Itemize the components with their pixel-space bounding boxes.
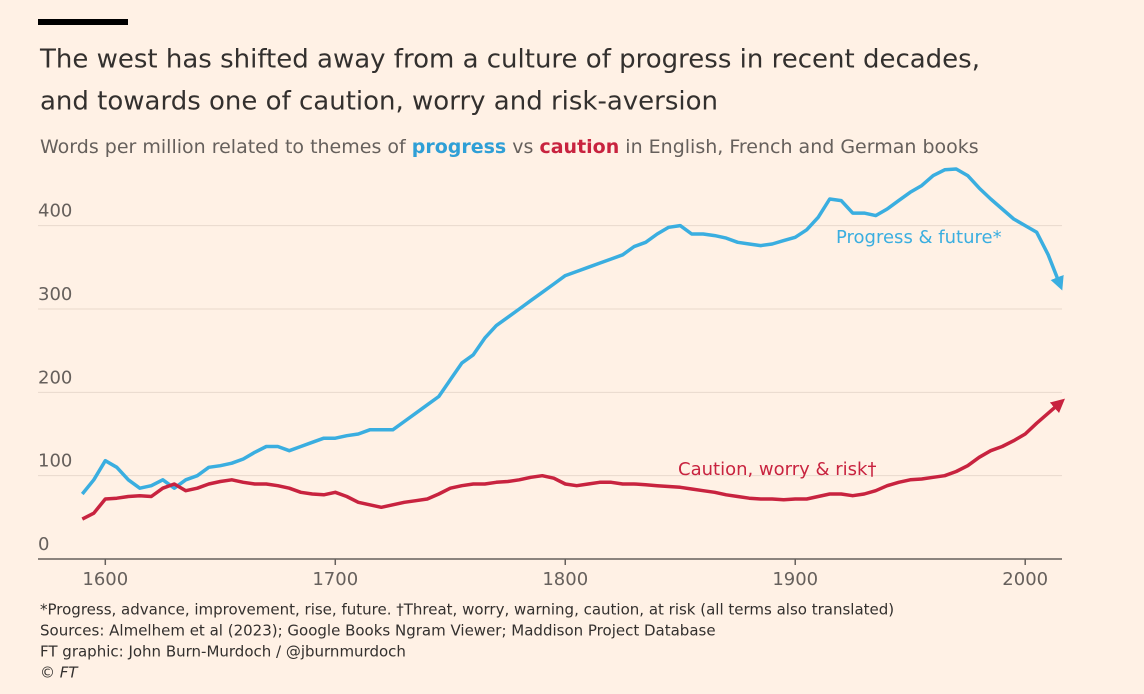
subtitle-part: in English, French and German books bbox=[619, 136, 978, 158]
subtitle-part: vs bbox=[506, 136, 539, 158]
subtitle-part: progress bbox=[412, 136, 507, 158]
series-line bbox=[81, 398, 1065, 521]
x-tick-label: 2000 bbox=[1002, 569, 1048, 590]
ft-bar bbox=[38, 19, 128, 25]
footnote: Sources: Almelhem et al (2023); Google B… bbox=[40, 622, 716, 640]
series-label: Caution, worry & risk† bbox=[678, 459, 876, 480]
y-tick-label: 0 bbox=[38, 534, 49, 555]
x-tick-label: 1800 bbox=[542, 569, 588, 590]
x-tick-label: 1700 bbox=[312, 569, 358, 590]
chart-title: The west has shifted away from a culture… bbox=[39, 45, 980, 75]
x-tick-label: 1900 bbox=[772, 569, 818, 590]
series-line bbox=[80, 167, 1064, 496]
y-tick-label: 200 bbox=[38, 367, 72, 388]
x-tick-label: 1600 bbox=[82, 569, 128, 590]
subtitle-part: Words per million related to themes of bbox=[40, 136, 412, 158]
footnote: © FT bbox=[40, 664, 79, 682]
footnote: *Progress, advance, improvement, rise, f… bbox=[40, 601, 894, 619]
chart-title: and towards one of caution, worry and ri… bbox=[40, 87, 718, 117]
footnote: FT graphic: John Burn-Murdoch / @jburnmu… bbox=[40, 643, 406, 661]
y-tick-label: 300 bbox=[38, 284, 72, 305]
chart-subtitle: Words per million related to themes of p… bbox=[40, 136, 979, 158]
subtitle-part: caution bbox=[539, 136, 619, 158]
y-tick-label: 400 bbox=[38, 201, 72, 222]
series-label: Progress & future* bbox=[836, 227, 1002, 248]
y-tick-label: 100 bbox=[38, 451, 72, 472]
